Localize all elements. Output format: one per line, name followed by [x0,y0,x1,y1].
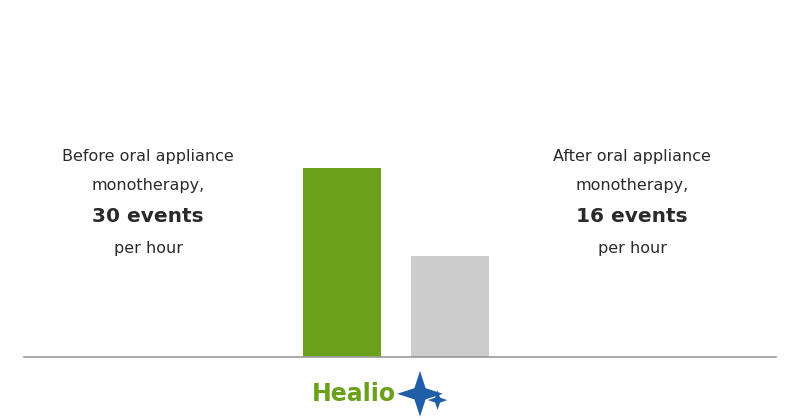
Text: 16 events: 16 events [576,207,688,226]
Polygon shape [428,391,447,410]
Polygon shape [397,371,443,417]
Bar [411,256,489,357]
Text: Before oral appliance: Before oral appliance [62,149,234,164]
Text: 30 events: 30 events [92,207,204,226]
Text: monotherapy,: monotherapy, [575,178,689,193]
Text: monotherapy,: monotherapy, [91,178,205,193]
Text: per hour: per hour [598,241,666,255]
Text: per hour: per hour [114,241,182,255]
Bar [303,168,381,357]
Text: Healio: Healio [312,382,396,406]
Text: of oral appliance monotherapy:: of oral appliance monotherapy: [210,88,590,108]
Text: AHI before vs. after a 4-week minimum: AHI before vs. after a 4-week minimum [162,38,638,58]
Text: After oral appliance: After oral appliance [553,149,711,164]
